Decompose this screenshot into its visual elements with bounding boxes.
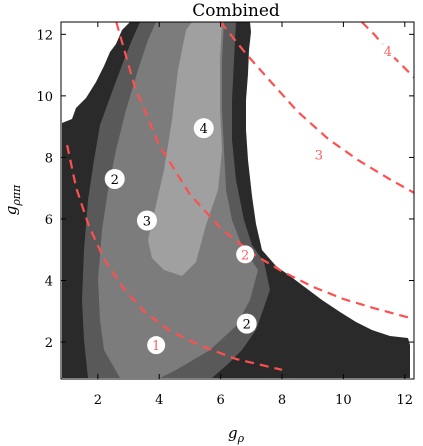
contour-label: 2: [243, 318, 251, 333]
curve-label-1: 1: [152, 339, 160, 354]
curve-label-badge: [236, 245, 255, 264]
contour-region-level-4: [148, 22, 222, 276]
y-tick-label: 2: [45, 336, 53, 351]
dashed-curve-1: [66, 144, 283, 371]
y-tick-label: 10: [36, 90, 53, 105]
contour-label: 3: [143, 215, 151, 230]
y-tick-label: 4: [45, 275, 53, 290]
contour-label-badge: [104, 168, 125, 189]
x-tick-label: 12: [397, 393, 414, 408]
plot-frame: [60, 21, 415, 380]
y-tick-label: 12: [36, 28, 53, 43]
x-tick-label: 2: [94, 393, 102, 408]
x-tick-label: 6: [216, 393, 224, 408]
curve-label-badge: [147, 336, 166, 355]
curve-label-badge: [378, 42, 397, 61]
dashed-curve-3: [219, 22, 414, 194]
chart-title: Combined: [192, 1, 280, 21]
contour-regions: [62, 22, 414, 378]
x-tick-label: 8: [278, 393, 286, 408]
contour-label-badge: [236, 313, 257, 334]
curve-label-3: 3: [315, 148, 323, 163]
curve-labels: 1 2 3 4: [147, 42, 397, 355]
contour-labels: 2 3 4 2: [104, 118, 257, 334]
contour-label: 2: [111, 173, 119, 188]
curve-label-2: 2: [241, 248, 249, 263]
x-tick-label: 10: [335, 393, 352, 408]
curve-label-4: 4: [384, 45, 392, 60]
curve-label-badge: [309, 145, 328, 164]
x-axis-label: gρ: [228, 424, 245, 445]
x-tick-label: 4: [155, 393, 163, 408]
contour-label-badge: [193, 118, 214, 139]
contour-label-badge: [136, 210, 157, 231]
y-tick-label: 6: [45, 213, 53, 228]
y-axis-label: gρππ: [2, 184, 23, 215]
y-tick-label: 8: [45, 151, 53, 166]
contour-label: 4: [200, 122, 208, 137]
